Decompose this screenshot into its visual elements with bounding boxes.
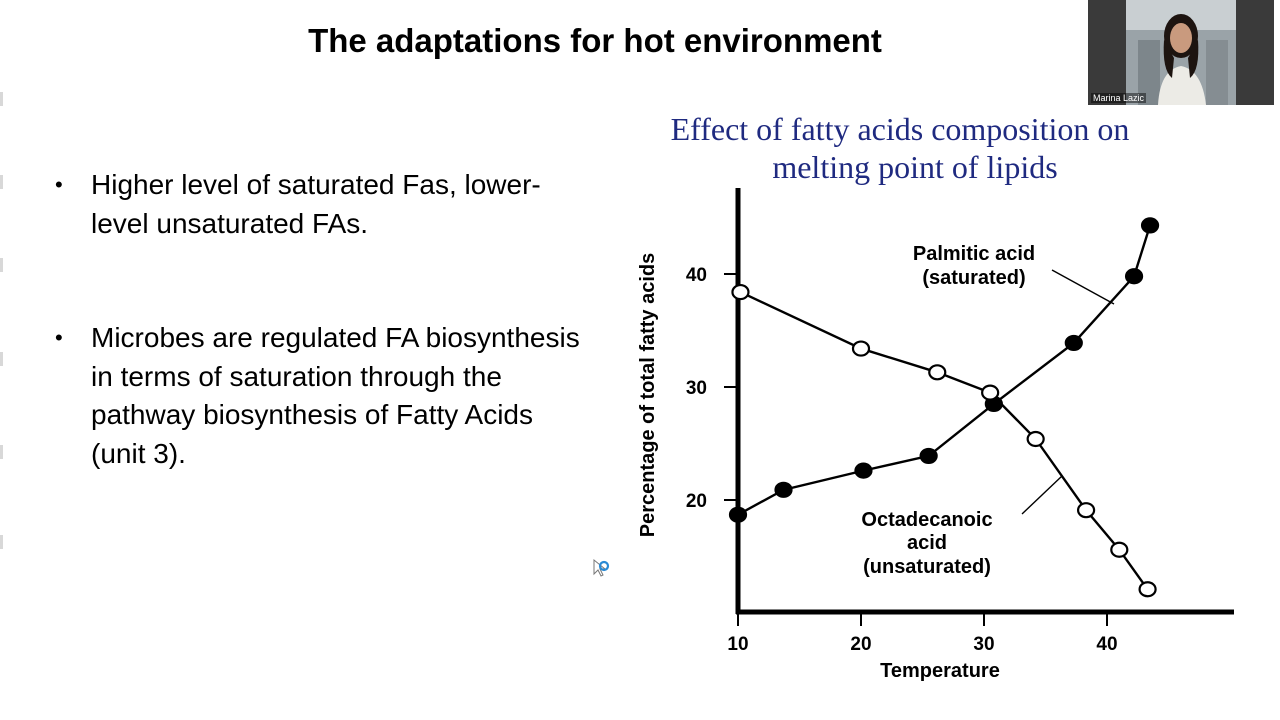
series-label-octadecanoic: acid (907, 532, 947, 554)
bullet-marker: • (55, 325, 63, 350)
data-point-filled (1124, 268, 1144, 285)
data-point-open (1110, 541, 1129, 558)
y-axis-label: Percentage of total fatty acids (637, 253, 659, 538)
data-point-filled (854, 462, 873, 479)
data-point-filled (1064, 334, 1083, 352)
bullet-marker: • (55, 172, 63, 197)
data-point-open (851, 340, 871, 357)
series-label-octadecanoic: (unsaturated) (863, 556, 991, 578)
data-point-open (981, 384, 1000, 401)
series-label-palmitic: (saturated) (922, 267, 1025, 289)
bullet-text: Higher level of saturated Fas, lower-lev… (91, 169, 541, 239)
fatty-acid-line-chart: 20 30 40 10 20 30 40 Temperature Percentage of t… (637, 188, 1234, 682)
x-tick-label: 20 (850, 634, 871, 655)
x-tick-label: 40 (1096, 634, 1117, 655)
participant-video-feed (1088, 0, 1274, 105)
x-tick-label: 30 (973, 634, 994, 655)
chart-title: Effect of fatty acids composition on mel… (600, 110, 1200, 186)
participant-video-tile[interactable]: Marina Lazic (1088, 0, 1274, 105)
chart-title-line-2: melting point of lipids (772, 149, 1058, 185)
window-edge-marks (0, 92, 3, 549)
slide-title: The adaptations for hot environment (308, 22, 882, 59)
x-tick-label: 10 (727, 634, 748, 655)
data-point-open (1076, 502, 1096, 519)
data-point-filled (774, 481, 793, 498)
leader-line-octadecanoic (1021, 475, 1063, 515)
bullet-item: • Higher level of saturated Fas, lower-l… (55, 166, 595, 243)
data-point-filled (1140, 217, 1160, 234)
series-line (737, 225, 1152, 516)
series-label-octadecanoic: Octadecanoic (861, 509, 992, 531)
bullet-text: Microbes are regulated FA biosynthesis i… (91, 322, 580, 469)
data-point-filled (728, 506, 748, 523)
data-point-open (928, 364, 947, 381)
bullet-item: • Microbes are regulated FA biosynthesis… (55, 319, 595, 473)
series-line (739, 290, 1149, 590)
busy-cursor-icon (593, 558, 610, 577)
data-point-open (731, 283, 750, 301)
series-label-palmitic: Palmitic acid (913, 243, 1035, 265)
data-point-filled (919, 447, 938, 465)
chart-title-line-1: Effect of fatty acids composition on (670, 111, 1130, 147)
x-axis-label: Temperature (880, 660, 1000, 682)
data-point-open (1026, 430, 1045, 448)
data-point-open (1138, 581, 1157, 598)
y-tick-label: 40 (686, 265, 707, 286)
participant-name: Marina Lazic (1091, 93, 1147, 103)
y-tick-label: 30 (686, 378, 707, 399)
y-tick-label: 20 (686, 491, 707, 512)
leader-line-palmitic (1051, 269, 1115, 305)
